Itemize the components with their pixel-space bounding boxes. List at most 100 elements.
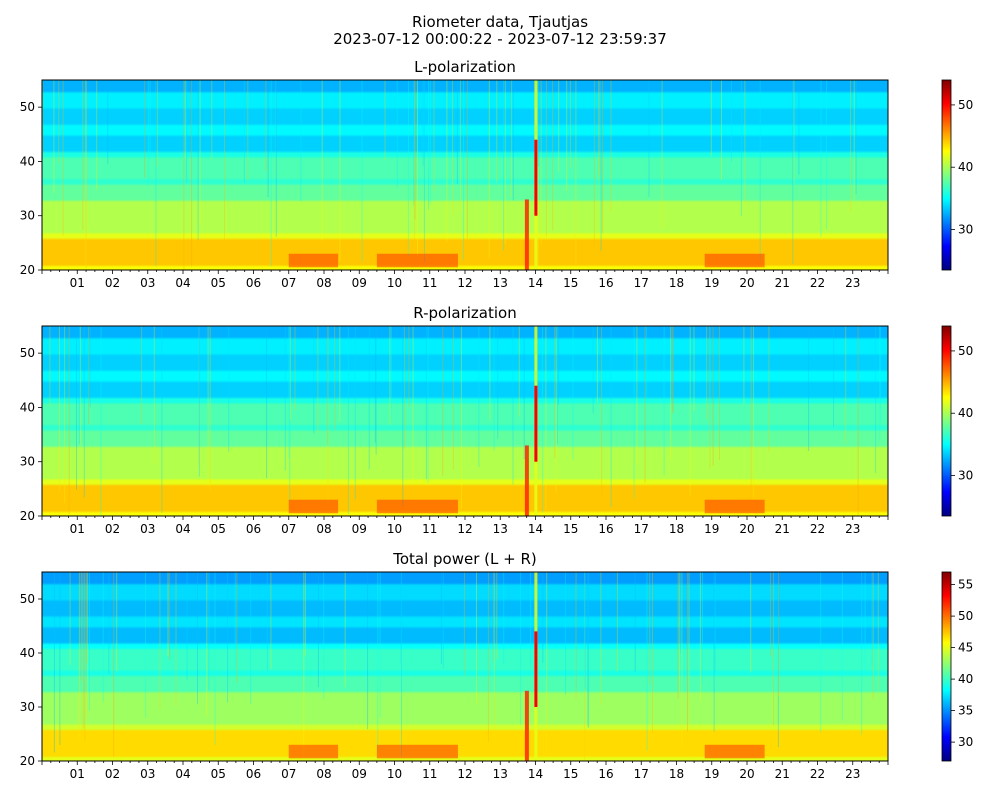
x-tick-label: 20 — [739, 767, 754, 781]
x-tick-label: 14 — [528, 522, 543, 536]
x-tick-label: 10 — [387, 522, 402, 536]
figure-subtitle: 2023-07-12 00:00:22 - 2023-07-12 23:59:3… — [333, 30, 667, 48]
heatmap-streaks — [49, 326, 881, 516]
x-tick-label: 09 — [352, 767, 367, 781]
x-tick-label: 18 — [669, 767, 684, 781]
x-tick-label: 02 — [105, 767, 120, 781]
x-tick-label: 21 — [775, 276, 790, 290]
x-tick-label: 08 — [316, 522, 331, 536]
x-tick-label: 01 — [70, 276, 85, 290]
x-tick-label: 16 — [598, 522, 613, 536]
event-burst — [534, 631, 538, 707]
y-tick-label: 50 — [20, 100, 35, 114]
y-tick-label: 20 — [20, 754, 35, 768]
colorbar — [941, 79, 952, 271]
low-band-enhancement — [704, 499, 765, 514]
colorbar-tick-label: 50 — [958, 609, 973, 623]
colorbar — [941, 325, 952, 517]
x-tick-label: 18 — [669, 522, 684, 536]
x-tick-label: 09 — [352, 522, 367, 536]
x-tick-label: 04 — [175, 276, 190, 290]
low-band-enhancement — [288, 744, 339, 759]
x-tick-label: 01 — [70, 522, 85, 536]
x-tick-label: 14 — [528, 276, 543, 290]
x-tick-label: 18 — [669, 276, 684, 290]
x-tick-label: 17 — [634, 767, 649, 781]
event-burst-low — [524, 690, 529, 761]
x-tick-label: 06 — [246, 767, 261, 781]
y-tick-label: 30 — [20, 455, 35, 469]
x-tick-label: 04 — [175, 767, 190, 781]
x-tick-label: 03 — [140, 522, 155, 536]
colorbar-tick-label: 35 — [958, 704, 973, 718]
x-tick-label: 02 — [105, 276, 120, 290]
y-tick-label: 50 — [20, 592, 35, 606]
panel-title: Total power (L + R) — [392, 550, 537, 568]
heatmap-streaks — [53, 572, 879, 761]
x-tick-label: 03 — [140, 276, 155, 290]
x-tick-label: 10 — [387, 276, 402, 290]
x-tick-label: 19 — [704, 276, 719, 290]
x-tick-label: 20 — [739, 522, 754, 536]
x-tick-label: 07 — [281, 276, 296, 290]
low-band-enhancement — [288, 499, 339, 514]
low-band-enhancement — [376, 253, 458, 268]
x-tick-label: 06 — [246, 522, 261, 536]
x-tick-label: 15 — [563, 522, 578, 536]
colorbar-tick-label: 45 — [958, 641, 973, 655]
colorbar-tick-label: 30 — [958, 735, 973, 749]
heatmap-panel-1: L-polarization 01 02 03 04 05 06 07 08 09 10 11 12 13… — [20, 58, 974, 290]
y-tick-label: 30 — [20, 209, 35, 223]
x-tick-label: 07 — [281, 767, 296, 781]
x-tick-label: 04 — [175, 522, 190, 536]
colorbar-tick-label: 30 — [958, 469, 973, 483]
x-tick-label: 09 — [352, 276, 367, 290]
x-tick-label: 15 — [563, 276, 578, 290]
colorbar-tick-label: 40 — [958, 406, 973, 420]
x-tick-label: 01 — [70, 767, 85, 781]
colorbar-tick-label: 50 — [958, 98, 973, 112]
y-tick-label: 40 — [20, 646, 35, 660]
event-burst-low — [524, 445, 529, 516]
x-tick-label: 13 — [493, 767, 508, 781]
x-tick-label: 11 — [422, 522, 437, 536]
heatmap-image — [42, 80, 888, 270]
colorbar-tick-label: 50 — [958, 344, 973, 358]
low-band-enhancement — [288, 253, 339, 268]
x-tick-label: 17 — [634, 276, 649, 290]
x-tick-label: 22 — [810, 276, 825, 290]
x-tick-label: 23 — [845, 767, 860, 781]
x-tick-label: 22 — [810, 767, 825, 781]
x-tick-label: 13 — [493, 522, 508, 536]
x-tick-label: 11 — [422, 767, 437, 781]
colorbar — [941, 571, 952, 762]
event-burst — [534, 139, 538, 216]
x-tick-label: 05 — [211, 767, 226, 781]
x-tick-label: 17 — [634, 522, 649, 536]
panel-title: L-polarization — [414, 58, 516, 76]
x-tick-label: 12 — [457, 767, 472, 781]
x-tick-label: 14 — [528, 767, 543, 781]
x-tick-label: 10 — [387, 767, 402, 781]
x-tick-label: 12 — [457, 276, 472, 290]
x-tick-label: 05 — [211, 276, 226, 290]
low-band-enhancement — [704, 253, 765, 268]
x-tick-label: 06 — [246, 276, 261, 290]
x-tick-label: 20 — [739, 276, 754, 290]
y-tick-label: 40 — [20, 400, 35, 414]
y-tick-label: 40 — [20, 154, 35, 168]
colorbar-tick-label: 40 — [958, 160, 973, 174]
x-tick-label: 23 — [845, 522, 860, 536]
heatmap-panel-3: Total power (L + R) 01 02 03 04 05 06 07 08 09 10 1… — [20, 550, 974, 781]
x-tick-label: 21 — [775, 522, 790, 536]
x-tick-label: 22 — [810, 522, 825, 536]
x-tick-label: 16 — [598, 767, 613, 781]
x-tick-label: 21 — [775, 767, 790, 781]
figure-title: Riometer data, Tjautjas — [411, 13, 589, 31]
low-band-enhancement — [376, 499, 458, 514]
x-tick-label: 13 — [493, 276, 508, 290]
y-tick-label: 20 — [20, 509, 35, 523]
colorbar-tick-label: 30 — [958, 223, 973, 237]
heatmap-image — [42, 572, 888, 761]
